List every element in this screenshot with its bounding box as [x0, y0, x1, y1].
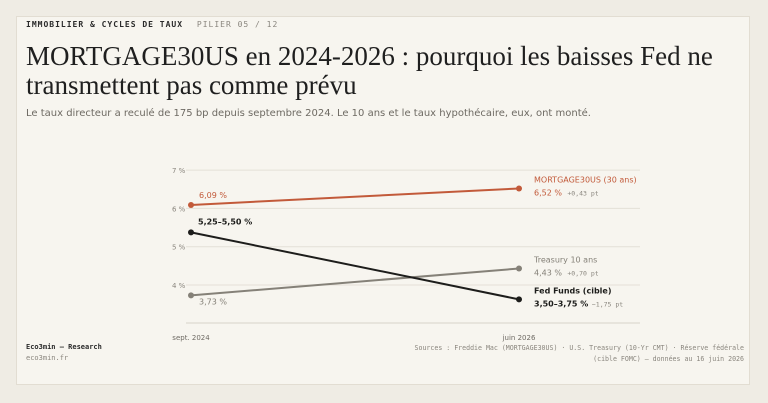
- kicker: IMMOBILIER & CYCLES DE TAUX PILIER 05 / …: [26, 20, 278, 29]
- data-point: [516, 296, 522, 303]
- series-name-label: Fed Funds (cible): [534, 286, 612, 295]
- data-point: [188, 292, 194, 299]
- pillar-label: PILIER 05 / 12: [196, 20, 279, 29]
- end-delta-label: −1,75 pt: [592, 300, 623, 308]
- y-tick-label: 4 %: [172, 282, 186, 290]
- page-title: MORTGAGE30US en 2024-2026 : pourquoi les…: [26, 41, 713, 100]
- sources-line-1: Sources : Freddie Mac (MORTGAGE30US) · U…: [414, 344, 745, 352]
- series-name-label: MORTGAGE30US (30 ans): [534, 175, 637, 184]
- end-value-label: 4,43 %: [534, 269, 562, 278]
- sources-line-2: (cible FOMC) — données au 16 juin 2026: [593, 355, 744, 363]
- x-tick-label: juin 2026: [502, 334, 536, 342]
- footer-brand: Eco3min — Research: [26, 343, 102, 351]
- start-value-label: 3,73 %: [199, 297, 227, 306]
- sources-note: Sources : Freddie Mac (MORTGAGE30US) · U…: [384, 343, 745, 365]
- end-delta-label: +0,43 pt: [567, 189, 598, 197]
- end-value-label: 3,50–3,75 %: [534, 299, 588, 308]
- series-name-label: Treasury 10 ans: [533, 256, 597, 265]
- y-tick-label: 6 %: [172, 205, 186, 213]
- page-subtitle: Le taux directeur a reculé de 175 bp dep…: [26, 108, 591, 119]
- x-tick-label: sept. 2024: [172, 334, 210, 342]
- series-line: [190, 231, 520, 301]
- series-line: [190, 267, 520, 297]
- end-delta-label: +0,70 pt: [567, 270, 598, 278]
- data-point: [188, 229, 194, 236]
- end-value-label: 6,52 %: [534, 188, 562, 197]
- data-point: [516, 185, 522, 192]
- start-value-label: 6,09 %: [199, 191, 227, 200]
- y-tick-label: 5 %: [172, 244, 186, 252]
- y-tick-label: 7 %: [172, 167, 186, 175]
- kicker-label: IMMOBILIER & CYCLES DE TAUX: [26, 20, 184, 29]
- data-point: [188, 201, 194, 208]
- footer-site: eco3min.fr: [26, 354, 69, 362]
- series-line: [190, 187, 520, 206]
- data-point: [516, 265, 522, 272]
- start-value-label: 5,25–5,50 %: [198, 217, 252, 226]
